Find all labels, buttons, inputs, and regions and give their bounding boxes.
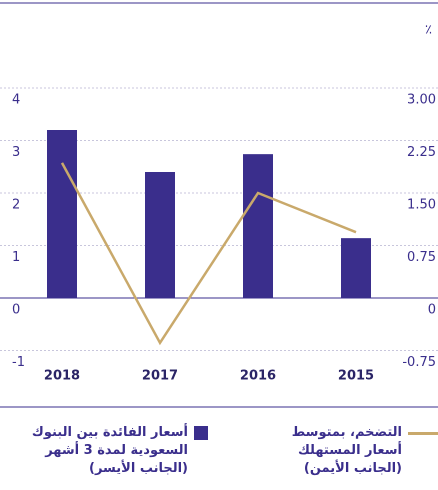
bar (341, 238, 371, 298)
legend-line: التضخم، بمتوسط أسعار المستهلك (الجانب ال… (270, 424, 438, 478)
y-tick-label: 4 (12, 93, 20, 108)
y2-tick-label: 3.00 (407, 93, 436, 108)
x-tick-label: 2017 (142, 369, 178, 384)
y-tick-label: 1 (12, 250, 20, 265)
y2-tick-label: 2.25 (407, 145, 436, 160)
legend-swatch (194, 426, 208, 440)
legend-swatch (408, 432, 438, 435)
y-axis-unit: ٪ (425, 23, 432, 38)
x-tick-label: 2018 (44, 369, 80, 384)
x-tick-label: 2016 (240, 369, 276, 384)
bar (145, 172, 175, 298)
bar (47, 130, 77, 298)
y2-tick-label: -0.75 (402, 355, 436, 370)
legend-bar: أسعار الفائدة بين البنوك السعودية لمدة 3… (8, 424, 208, 478)
bar (243, 154, 273, 298)
line (60, 162, 357, 346)
x-tick-label: 2015 (338, 369, 374, 384)
y2-tick-label: 1.50 (407, 198, 436, 213)
y-tick-label: -1 (12, 355, 25, 370)
y2-tick-label: 0 (428, 303, 436, 318)
legend-label: أسعار الفائدة بين البنوك السعودية لمدة 3… (31, 425, 188, 476)
y2-tick-label: 0.75 (407, 250, 436, 265)
y-tick-label: 0 (12, 303, 20, 318)
y-tick-label: 2 (12, 198, 20, 213)
y-tick-label: 3 (12, 145, 20, 160)
legend-label: التضخم، بمتوسط أسعار المستهلك (الجانب ال… (291, 425, 402, 476)
